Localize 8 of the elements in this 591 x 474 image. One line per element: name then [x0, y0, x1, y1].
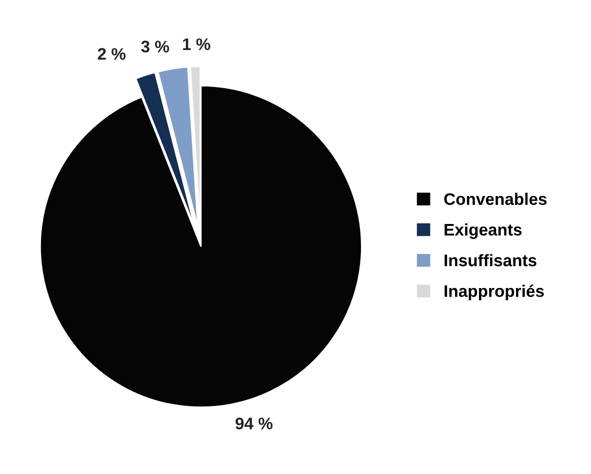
legend-label: Inappropriés	[444, 284, 544, 300]
data-label: 3 %	[141, 40, 170, 53]
legend-label: Insuffisants	[444, 254, 536, 266]
legend-label: Convenables	[444, 192, 547, 205]
data-label: 2 %	[98, 48, 126, 60]
legend-label: Exigeants	[444, 223, 522, 239]
data-label: 1 %	[183, 38, 210, 50]
data-label: 94 %	[236, 418, 273, 430]
